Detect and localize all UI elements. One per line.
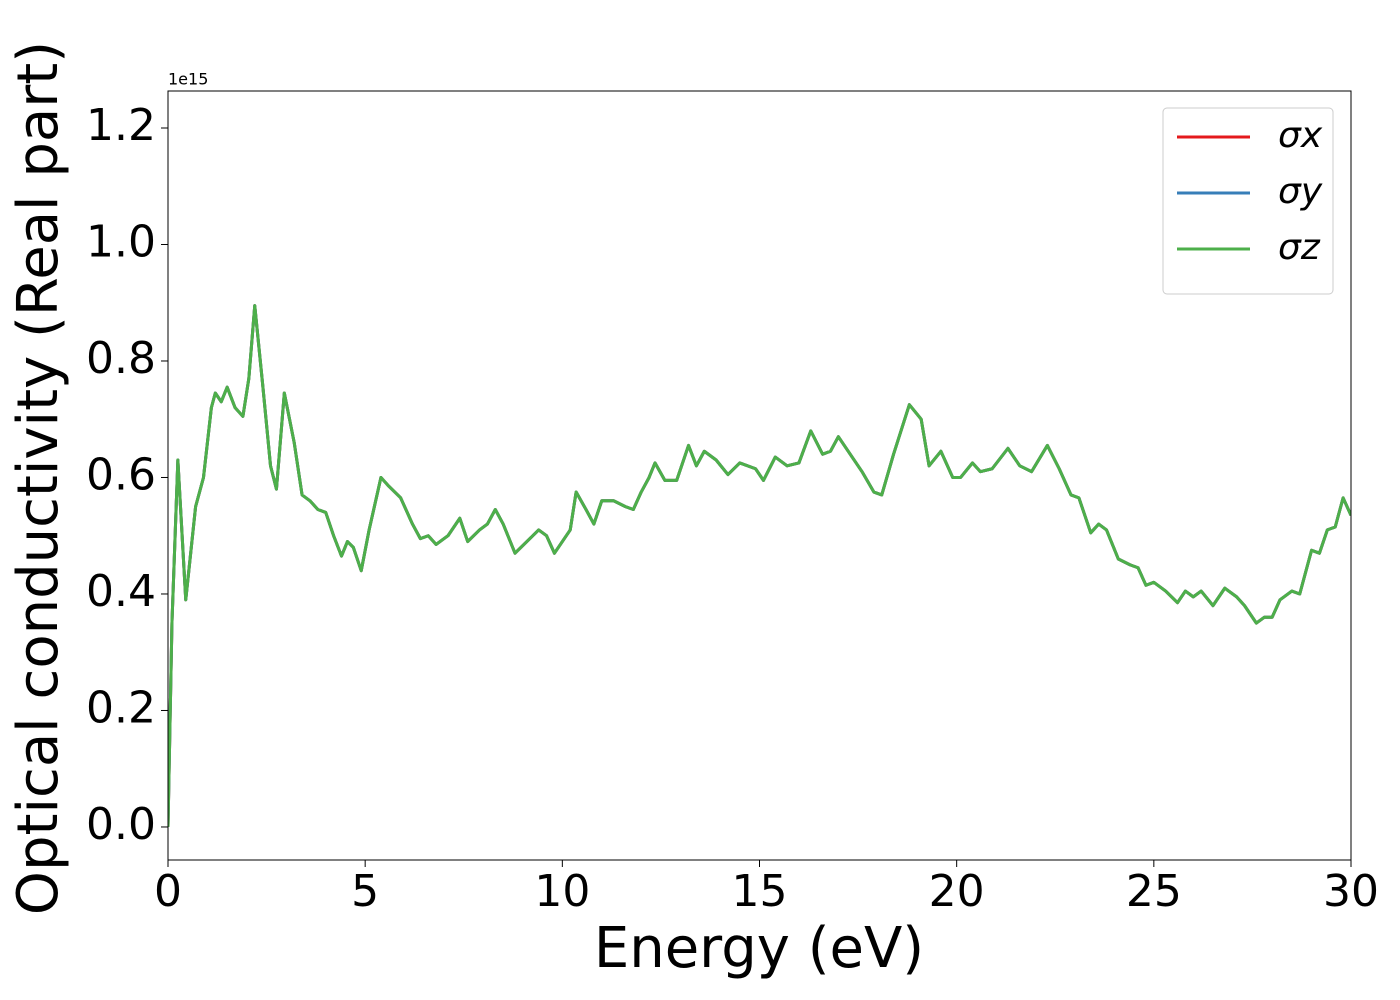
plot-frame <box>167 90 1352 861</box>
series-line <box>168 304 1351 828</box>
x-tick-label: 30 <box>1323 866 1379 917</box>
y-tick-label: 0.8 <box>86 333 156 384</box>
x-tick-label: 10 <box>534 866 590 917</box>
x-tick-label: 20 <box>929 866 985 917</box>
legend-label: σx <box>1278 115 1323 156</box>
legend-label: σz <box>1278 227 1321 268</box>
series-line <box>168 304 1351 828</box>
y-tick-label: 0.6 <box>86 449 156 500</box>
legend-label: σy <box>1278 171 1323 212</box>
y-tick-label: 0.4 <box>86 566 156 617</box>
y-tick-label: 0.2 <box>86 682 156 733</box>
x-tick-label: 25 <box>1126 866 1182 917</box>
y-axis-label: Optical conductivity (Real part) <box>6 41 71 915</box>
x-axis-label: Energy (eV) <box>594 916 924 981</box>
y-tick-label: 1.0 <box>86 216 156 267</box>
offset-text: 1e15 <box>168 70 208 89</box>
x-tick-label: 0 <box>154 866 182 917</box>
x-tick-label: 15 <box>732 866 788 917</box>
y-tick-label: 1.2 <box>86 100 156 151</box>
series-line <box>168 304 1351 828</box>
y-tick-label: 0.0 <box>86 799 156 850</box>
x-tick-label: 5 <box>351 866 379 917</box>
